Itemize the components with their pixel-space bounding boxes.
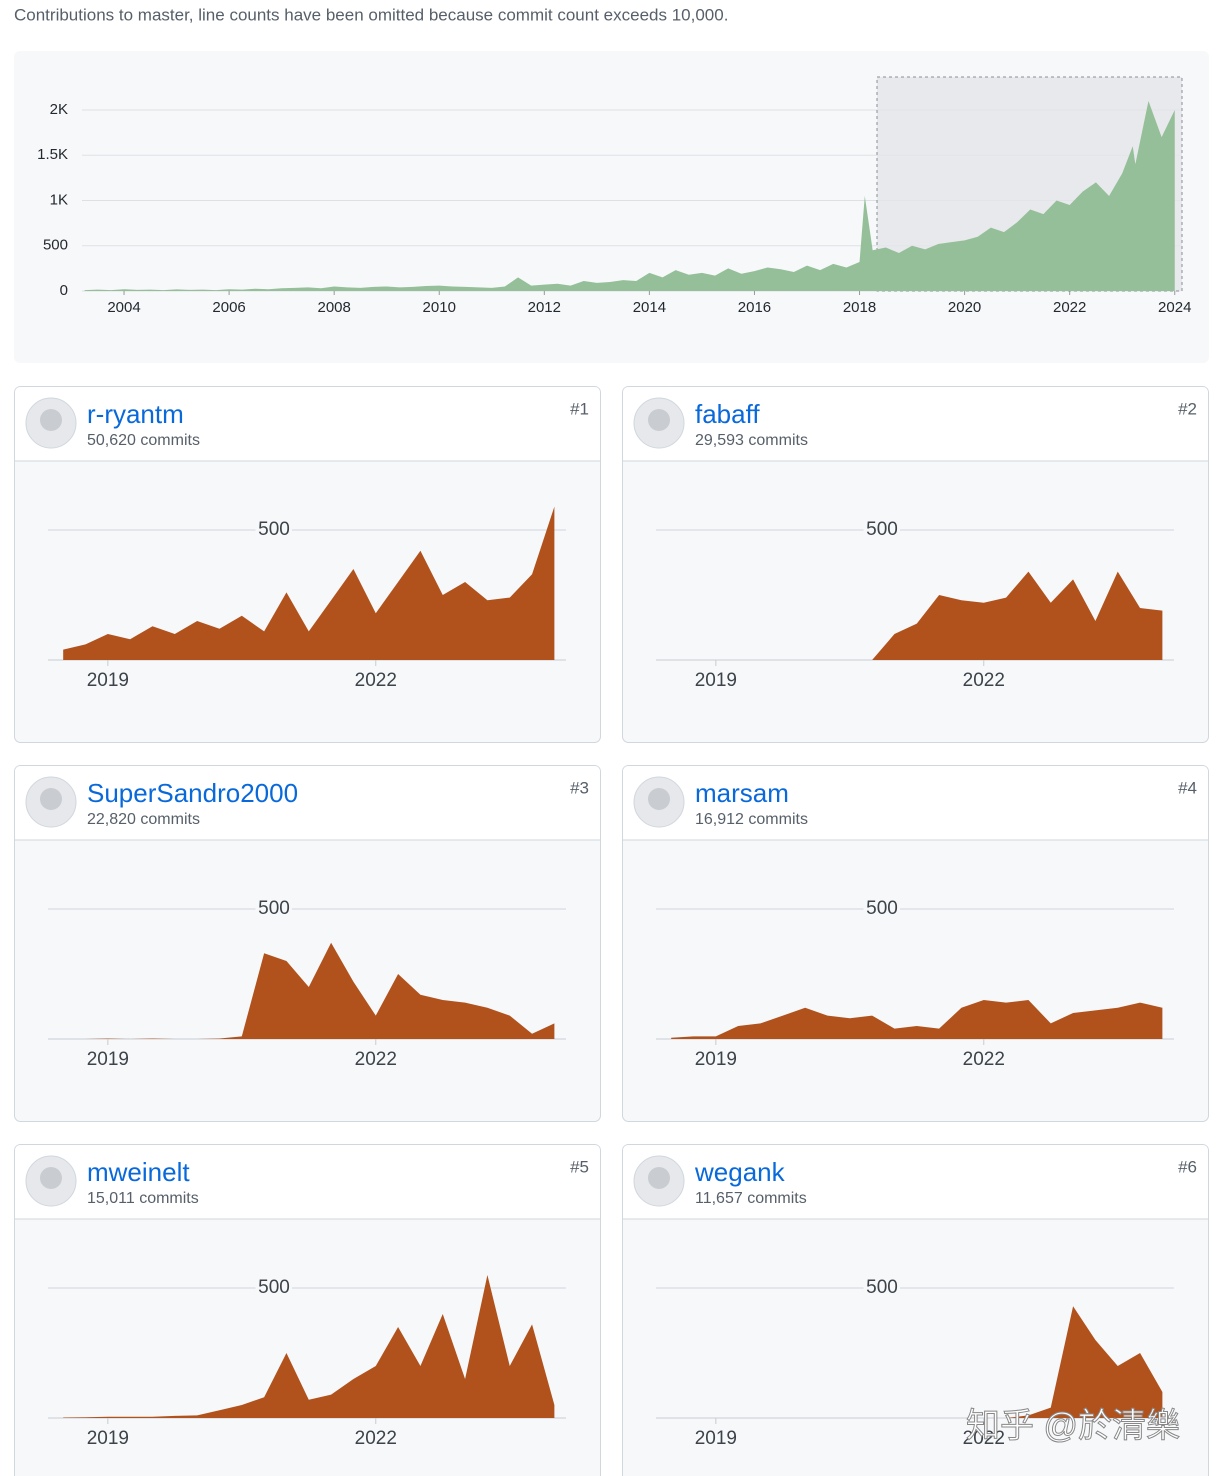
commit-count: 11,657 commits — [695, 1190, 807, 1207]
contributor-name[interactable]: mweinelt — [87, 1157, 190, 1187]
rank: #1 — [570, 399, 589, 418]
commit-area — [63, 942, 555, 1039]
card-header — [15, 387, 600, 461]
commit-area — [63, 1275, 555, 1418]
x-tick-label: 2018 — [843, 299, 876, 316]
x-tick-label: 2019 — [695, 1049, 737, 1070]
card-header — [623, 387, 1208, 461]
avatar-face — [648, 788, 670, 810]
contributor-name[interactable]: SuperSandro2000 — [87, 778, 298, 808]
rank: #2 — [1178, 399, 1197, 418]
y-tick-label: 500 — [866, 519, 898, 540]
avatar-face — [648, 409, 670, 431]
commit-area — [63, 506, 555, 660]
card-header — [15, 766, 600, 840]
x-tick-label: 2022 — [355, 1049, 397, 1070]
y-tick-label: 1.5K — [37, 146, 68, 163]
commit-area — [671, 571, 1163, 660]
x-tick-label: 2022 — [1053, 299, 1086, 316]
y-tick-label: 2K — [50, 101, 68, 118]
avatar-face — [40, 409, 62, 431]
rank: #3 — [570, 778, 589, 797]
contributor-name[interactable]: marsam — [695, 778, 789, 808]
x-tick-label: 2024 — [1158, 299, 1191, 316]
x-tick-label: 2019 — [87, 670, 129, 691]
watermark: 知乎 @於清樂 — [966, 1407, 1180, 1445]
x-tick-label: 2022 — [963, 670, 1005, 691]
y-tick-label: 500 — [43, 237, 68, 254]
header-text: Contributions to master, line counts hav… — [14, 5, 728, 24]
y-tick-label: 500 — [258, 898, 290, 919]
contributor-name[interactable]: fabaff — [695, 399, 760, 429]
x-tick-label: 2016 — [738, 299, 771, 316]
x-tick-label: 2014 — [633, 299, 666, 316]
contributor-name[interactable]: r-ryantm — [87, 399, 184, 429]
y-tick-label: 500 — [258, 519, 290, 540]
commit-area — [671, 1000, 1163, 1039]
commit-count: 50,620 commits — [87, 432, 200, 449]
rank: #4 — [1178, 778, 1197, 797]
x-tick-label: 2006 — [212, 299, 245, 316]
contributor-name[interactable]: wegank — [694, 1157, 786, 1187]
x-tick-label: 2010 — [423, 299, 456, 316]
x-tick-label: 2004 — [107, 299, 140, 316]
rank: #5 — [570, 1157, 589, 1176]
y-tick-label: 0 — [60, 282, 68, 299]
x-tick-label: 2022 — [355, 1428, 397, 1449]
commit-area — [671, 1306, 1163, 1418]
x-tick-label: 2012 — [528, 299, 561, 316]
avatar-face — [648, 1167, 670, 1189]
avatar-face — [40, 1167, 62, 1189]
x-tick-label: 2019 — [87, 1049, 129, 1070]
x-tick-label: 2022 — [355, 670, 397, 691]
y-tick-label: 500 — [866, 898, 898, 919]
commit-count: 15,011 commits — [87, 1190, 199, 1207]
commit-area — [84, 100, 1175, 291]
avatar-face — [40, 788, 62, 810]
x-tick-label: 2019 — [87, 1428, 129, 1449]
x-tick-label: 2008 — [317, 299, 350, 316]
x-tick-label: 2019 — [695, 1428, 737, 1449]
x-tick-label: 2019 — [695, 670, 737, 691]
x-tick-label: 2022 — [963, 1428, 1005, 1449]
commit-count: 16,912 commits — [695, 811, 808, 828]
y-tick-label: 500 — [866, 1277, 898, 1298]
commit-count: 22,820 commits — [87, 811, 200, 828]
y-tick-label: 500 — [258, 1277, 290, 1298]
card-header — [623, 766, 1208, 840]
commit-count: 29,593 commits — [695, 432, 808, 449]
y-tick-label: 1K — [50, 191, 68, 208]
card-header — [15, 1145, 600, 1219]
x-tick-label: 2020 — [948, 299, 981, 316]
rank: #6 — [1178, 1157, 1197, 1176]
x-tick-label: 2022 — [963, 1049, 1005, 1070]
card-header — [623, 1145, 1208, 1219]
